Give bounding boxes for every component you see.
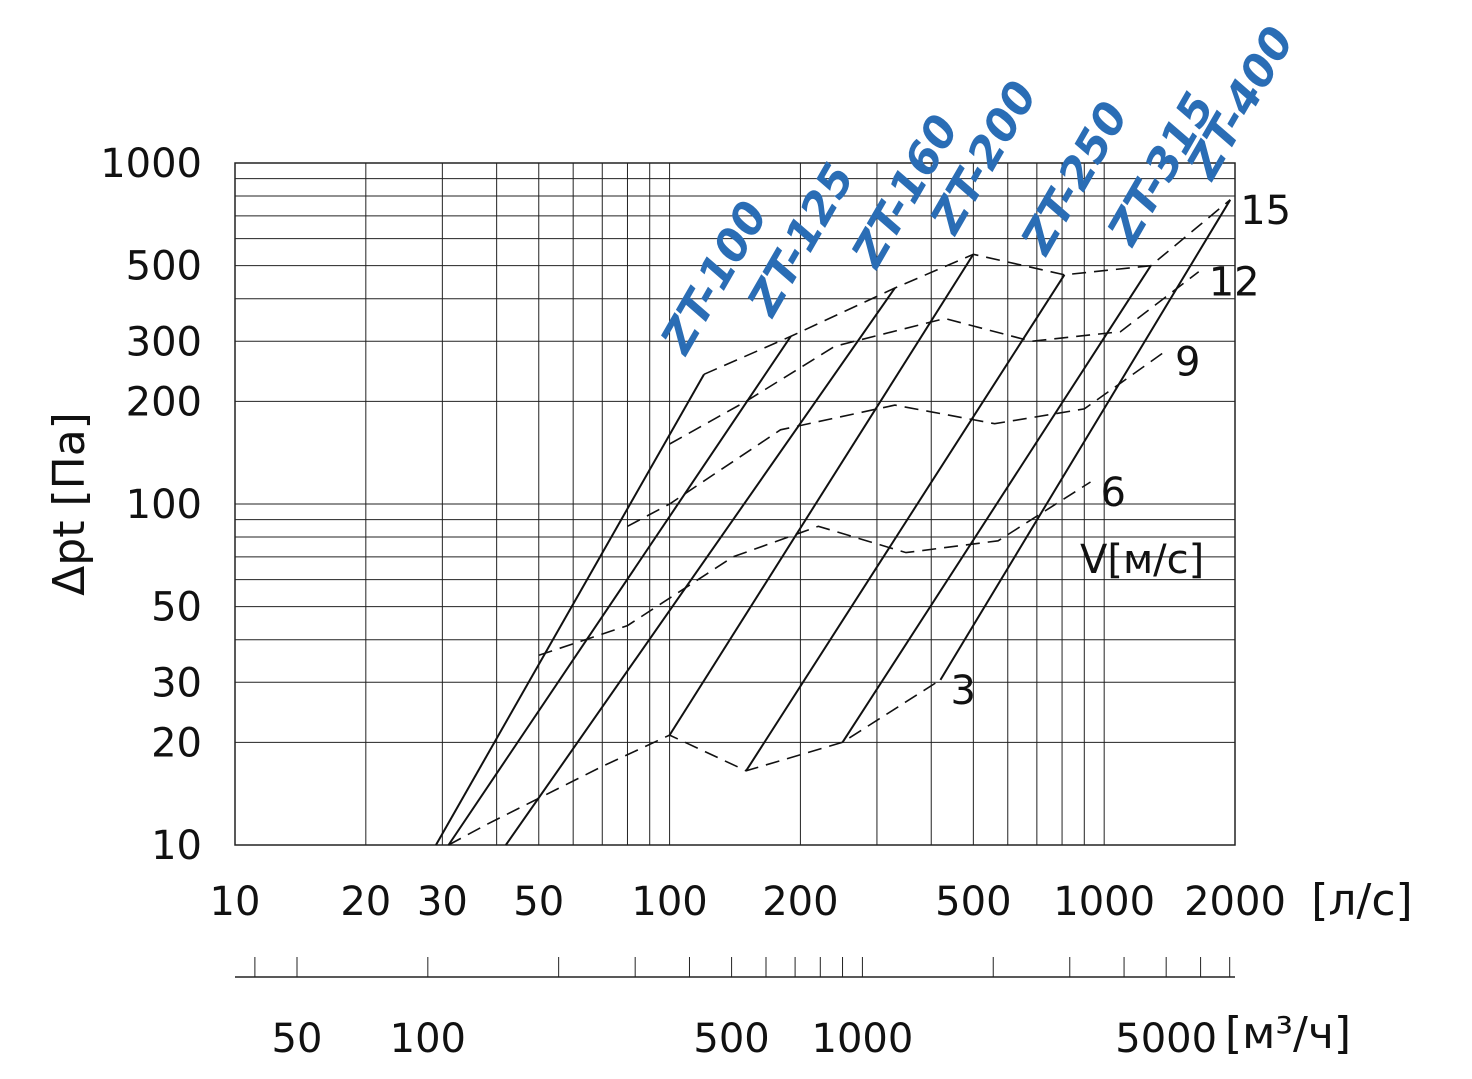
y-tick-label: 100 [126,482,202,528]
velocity-unit-label: V[м/с] [1080,537,1204,583]
model-line-zt-125 [447,335,792,846]
velocity-line-6 [538,481,1091,657]
velocity-line-15 [703,199,1231,376]
x2-tick-label: 1000 [812,1016,914,1062]
y-tick-label: 20 [151,720,202,766]
velocity-label-15: 15 [1240,188,1291,234]
y-tick-label: 300 [126,319,202,365]
model-line-zt-250 [745,274,1066,772]
x-axis-unit: [л/с] [1311,875,1412,926]
x2-tick-label: 50 [272,1016,323,1062]
model-lines [435,199,1232,846]
model-line-zt-200 [668,253,975,736]
model-line-zt-160 [505,287,896,846]
x-tick-label: 50 [513,879,564,925]
x-tick-label: 1000 [1053,879,1155,925]
model-line-zt-315 [841,265,1152,743]
y-tick-label: 30 [151,660,202,706]
x-tick-label: 100 [631,879,707,925]
velocity-label-6: 6 [1100,470,1125,516]
velocity-lines [448,199,1231,846]
x-tick-label: 2000 [1184,879,1286,925]
x2-tick-label: 100 [390,1016,466,1062]
model-line-zt-400 [939,199,1232,681]
velocity-line-9 [627,350,1166,528]
x2-axis-unit: [м³/ч] [1225,1008,1351,1059]
y-tick-label: 500 [126,244,202,290]
plot-frame [234,162,1236,978]
model-line-zt-100 [435,373,705,846]
x-tick-label: 30 [417,879,468,925]
y-tick-label: 200 [126,379,202,425]
x-tick-label: 200 [762,879,838,925]
chart-texts: 10 20 30 50 100 200 300 500 1000 10 20 30 50 100 200 50… [44,18,1413,1062]
y-tick-label: 10 [151,823,202,869]
x-tick-label: 10 [210,879,261,925]
y-axis-label: Δpt [Па] [44,412,95,596]
velocity-line-12 [669,271,1200,445]
x-tick-label: 20 [340,879,391,925]
velocity-label-12: 12 [1209,260,1260,306]
velocity-line-3 [448,679,941,846]
x2-tick-label: 5000 [1115,1016,1217,1062]
x2-tick-label: 500 [693,1016,769,1062]
y-tick-label: 1000 [100,141,202,187]
y-tick-label: 50 [151,585,202,631]
velocity-label-9: 9 [1175,340,1200,386]
velocity-label-3: 3 [950,668,975,714]
x-tick-label: 500 [935,879,1011,925]
plot-border [234,162,1236,846]
